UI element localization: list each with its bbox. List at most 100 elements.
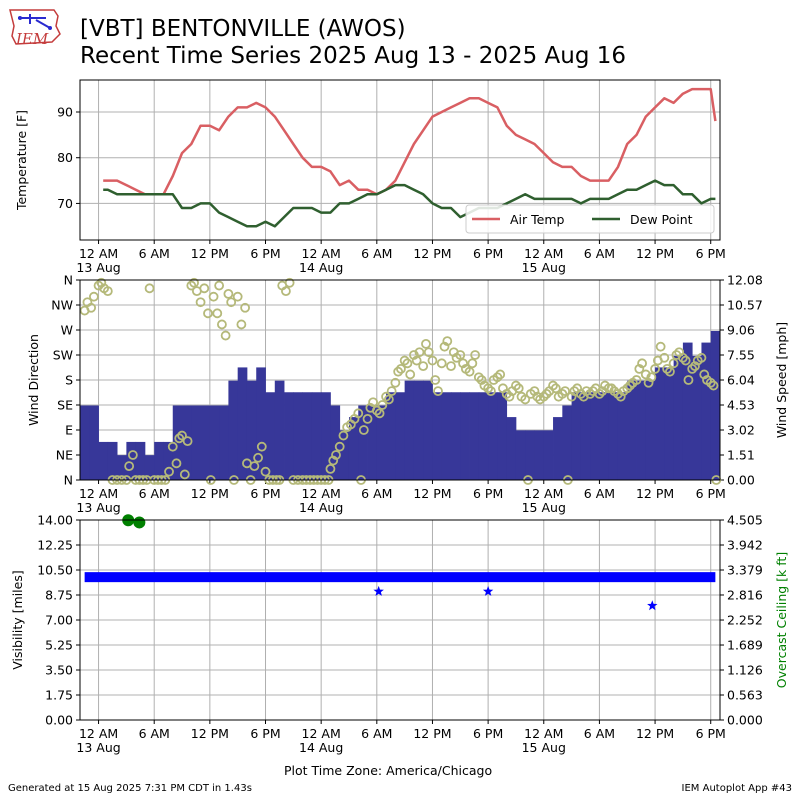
wind-speed-bar (191, 405, 201, 480)
wind-speed-bar (163, 441, 174, 480)
wind-direction-point (467, 358, 478, 369)
wind-direction-point (520, 394, 531, 405)
wind-speed-bar (617, 392, 628, 480)
x-tick-label: 6 PM (250, 726, 280, 741)
wind-direction-point (560, 386, 571, 397)
wind-direction-point (383, 394, 394, 405)
wind-direction-point (557, 388, 568, 399)
wind-direction-point (427, 355, 438, 366)
x-tick-label: 6 PM (473, 486, 503, 501)
wind-direction-point (511, 380, 521, 391)
x-tick-label: 6 AM (361, 726, 392, 741)
y-tick-label: 7.00 (45, 613, 73, 628)
wind-speed-bar (274, 380, 285, 480)
wind-speed-bar (107, 441, 118, 480)
legend-dew-point-label: Dew Point (630, 212, 693, 227)
x-tick-sublabel: 14 Aug (299, 740, 343, 755)
wind-direction-point (102, 286, 113, 297)
wind-direction-point (167, 441, 178, 452)
y-tick-label: 3.50 (45, 663, 73, 678)
wind-direction-point (177, 430, 187, 441)
wind-speed-bar (228, 380, 239, 480)
wind-direction-point (174, 433, 185, 444)
wind-speed-bar (126, 441, 137, 480)
y-tick-label: NE (56, 448, 73, 463)
wind-direction-point (566, 391, 577, 402)
wind-direction-point (371, 405, 382, 416)
wind-speed-bar (506, 417, 517, 480)
wind-direction-point (393, 366, 404, 377)
y2-tick-label: 2.816 (727, 587, 763, 602)
wind-direction-point (325, 463, 336, 474)
y2-tick-label: 1.689 (727, 638, 763, 653)
x-tick-label: 6 AM (584, 726, 615, 741)
wind-speed-bar (553, 417, 563, 480)
y-tick-label: SW (53, 348, 73, 363)
wind-direction-point (281, 286, 291, 297)
wind-direction-point (353, 408, 364, 419)
wind-direction-point (458, 358, 468, 369)
wind-direction-point (253, 452, 263, 463)
wind-speed-bar (469, 392, 480, 480)
wind-direction-point (650, 363, 660, 374)
y-tick-label: SE (57, 398, 73, 413)
wind-direction-point (483, 383, 494, 394)
wind-direction-point (377, 400, 388, 410)
x-tick-label: 6 AM (139, 246, 170, 261)
wind-direction-point (606, 383, 617, 394)
wind-direction-point (659, 352, 670, 363)
wind-speed-bar (302, 392, 313, 480)
wind-direction-point (208, 291, 219, 302)
y-tick-label: 8.75 (45, 588, 73, 603)
y2-tick-label: 1.126 (727, 663, 763, 678)
wind-speed-bar (664, 367, 675, 480)
x-tick-label: 6 AM (139, 486, 170, 501)
y-tick-label: 5.25 (45, 638, 73, 653)
x-tick-sublabel: 13 Aug (76, 260, 120, 275)
y-tick-label: S (65, 373, 73, 388)
wind-direction-point (485, 386, 496, 397)
wind-direction-point (699, 369, 710, 380)
wind-direction-point (331, 450, 341, 460)
y-tick-label: 14.00 (37, 513, 73, 528)
wind-speed-bar (525, 430, 535, 480)
wind-direction-point (436, 358, 447, 369)
wind-speed-bar (348, 417, 359, 480)
x-tick-label: 12 AM (79, 246, 118, 261)
wind-direction-point (501, 388, 512, 399)
x-tick-label: 6 PM (696, 726, 726, 741)
y2-tick-label: 0.563 (727, 688, 763, 703)
wind-speed-bar (432, 392, 443, 480)
wind-direction-point (433, 386, 443, 397)
wind-speed-bar (219, 405, 229, 480)
wind-speed-bar (80, 405, 90, 480)
wind-speed-bar (682, 342, 693, 480)
wind-direction-point (585, 388, 596, 399)
wind-direction-point (532, 391, 543, 402)
wind-direction-point (212, 308, 223, 319)
wind-speed-bar (256, 367, 266, 480)
wind-direction-point (668, 358, 679, 369)
wind-direction-point (338, 430, 349, 441)
wind-speed-bar (395, 392, 406, 480)
wind-speed-bar (580, 392, 591, 480)
wind-speed-bar (404, 380, 415, 480)
wind-direction-point (622, 383, 633, 394)
wind-direction-point (414, 347, 425, 358)
x-tick-label: 12 PM (413, 246, 451, 261)
wind-direction-point (495, 369, 506, 380)
wind-direction-point (199, 283, 210, 294)
wind-direction-point (637, 358, 647, 369)
y-tick-label: N (64, 273, 73, 288)
x-tick-sublabel: 13 Aug (76, 500, 120, 515)
x-tick-label: 6 AM (584, 486, 615, 501)
wind-direction-point (164, 466, 174, 477)
wind-speed-bar (246, 380, 257, 480)
wind-speed-bar (608, 392, 619, 480)
wind-direction-point (182, 436, 193, 447)
wind-speed-bar (590, 392, 600, 480)
wind-direction-point (625, 380, 635, 391)
wind-direction-point (575, 388, 586, 399)
wind-speed-bar (710, 330, 721, 480)
wind-speed-bar (413, 380, 424, 480)
